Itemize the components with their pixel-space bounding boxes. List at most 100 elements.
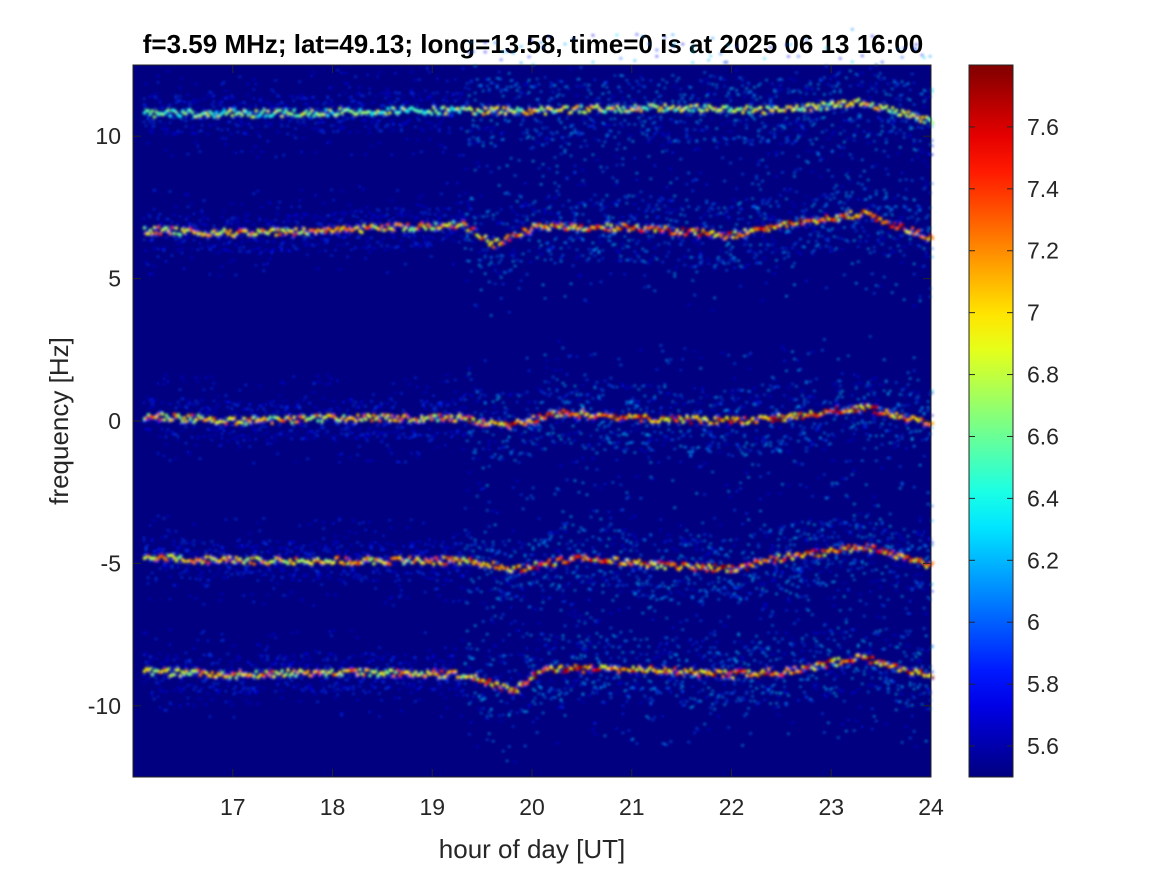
band-speckle	[539, 41, 543, 44]
band-speckle	[148, 95, 152, 98]
band-speckle	[500, 90, 503, 93]
band-speckle	[310, 413, 313, 416]
band-speckle	[442, 231, 445, 234]
band-speckle	[801, 215, 804, 218]
band-speckle	[883, 101, 886, 104]
band-speckle	[543, 297, 547, 300]
band-speckle	[426, 67, 429, 70]
band-core	[330, 110, 334, 114]
band-speckle	[290, 118, 293, 120]
band-speckle	[160, 107, 164, 109]
band-speckle	[573, 172, 577, 175]
band-speckle	[492, 214, 495, 216]
band-speckle	[557, 185, 561, 187]
band-speckle	[374, 406, 377, 408]
band-speckle	[366, 241, 369, 243]
band-speckle	[242, 227, 245, 229]
band-speckle	[320, 129, 323, 131]
band-speckle	[861, 183, 864, 186]
band-speckle	[813, 249, 816, 252]
band-speckle	[444, 410, 447, 413]
band-core	[757, 106, 761, 110]
band-core	[314, 111, 318, 115]
band-speckle	[532, 202, 535, 205]
band-speckle	[176, 112, 180, 114]
band-core	[460, 223, 464, 227]
band-speckle	[142, 238, 146, 241]
band-speckle	[719, 249, 722, 252]
band-speckle	[194, 133, 198, 135]
band-core	[216, 420, 220, 425]
band-speckle	[691, 256, 694, 259]
band-core	[268, 114, 272, 118]
band-speckle	[817, 243, 820, 246]
band-speckle	[567, 402, 571, 404]
band-speckle	[753, 118, 756, 121]
band-speckle	[146, 396, 150, 399]
band-core	[150, 109, 154, 113]
band-core	[695, 103, 699, 107]
band-core	[462, 220, 466, 224]
band-speckle	[228, 240, 231, 243]
band-speckle	[855, 230, 858, 232]
band-speckle	[703, 102, 706, 105]
band-core	[907, 230, 911, 234]
band-speckle	[208, 124, 212, 127]
band-speckle	[577, 254, 581, 256]
band-speckle	[589, 103, 593, 106]
band-speckle	[194, 400, 198, 402]
band-speckle	[797, 134, 800, 136]
band-speckle	[815, 151, 818, 153]
band-speckle	[815, 198, 818, 201]
band-speckle	[384, 97, 387, 99]
band-speckle	[627, 194, 630, 197]
band-speckle	[719, 53, 722, 55]
band-speckle	[390, 199, 393, 202]
band-speckle	[530, 147, 533, 150]
band-core	[488, 109, 492, 114]
band-core	[601, 109, 605, 114]
band-core	[236, 420, 240, 424]
band-speckle	[593, 78, 597, 81]
band-speckle	[659, 125, 662, 128]
band-core	[661, 109, 665, 113]
band-speckle	[615, 222, 618, 225]
band-core	[458, 413, 462, 417]
band-speckle	[621, 163, 624, 166]
band-speckle	[761, 138, 764, 140]
band-speckle	[222, 210, 225, 213]
band-speckle	[306, 458, 309, 460]
band-speckle	[579, 102, 583, 105]
band-speckle	[737, 211, 740, 214]
band-speckle	[280, 246, 283, 249]
band-speckle	[825, 287, 828, 289]
band-speckle	[749, 216, 752, 218]
band-speckle	[382, 215, 385, 218]
band-speckle	[394, 415, 397, 418]
band-speckle	[615, 203, 618, 206]
band-speckle	[745, 118, 748, 121]
band-speckle	[551, 432, 555, 434]
band-speckle	[757, 135, 760, 137]
band-speckle	[528, 250, 531, 252]
band-core	[414, 417, 418, 421]
band-speckle	[274, 79, 277, 82]
band-speckle	[196, 106, 200, 108]
band-core	[727, 109, 731, 113]
band-speckle	[484, 400, 487, 403]
band-core	[470, 108, 474, 112]
band-speckle	[290, 96, 293, 98]
band-speckle	[757, 163, 760, 166]
band-speckle	[266, 262, 269, 265]
band-speckle	[555, 422, 559, 424]
band-core	[252, 233, 256, 237]
band-speckle	[178, 99, 182, 101]
band-speckle	[388, 91, 391, 94]
band-speckle	[533, 118, 537, 120]
band-speckle	[673, 139, 676, 142]
band-core	[424, 111, 428, 115]
band-core	[667, 228, 671, 232]
band-speckle	[861, 71, 864, 74]
band-core	[286, 111, 290, 116]
band-speckle	[464, 103, 467, 106]
